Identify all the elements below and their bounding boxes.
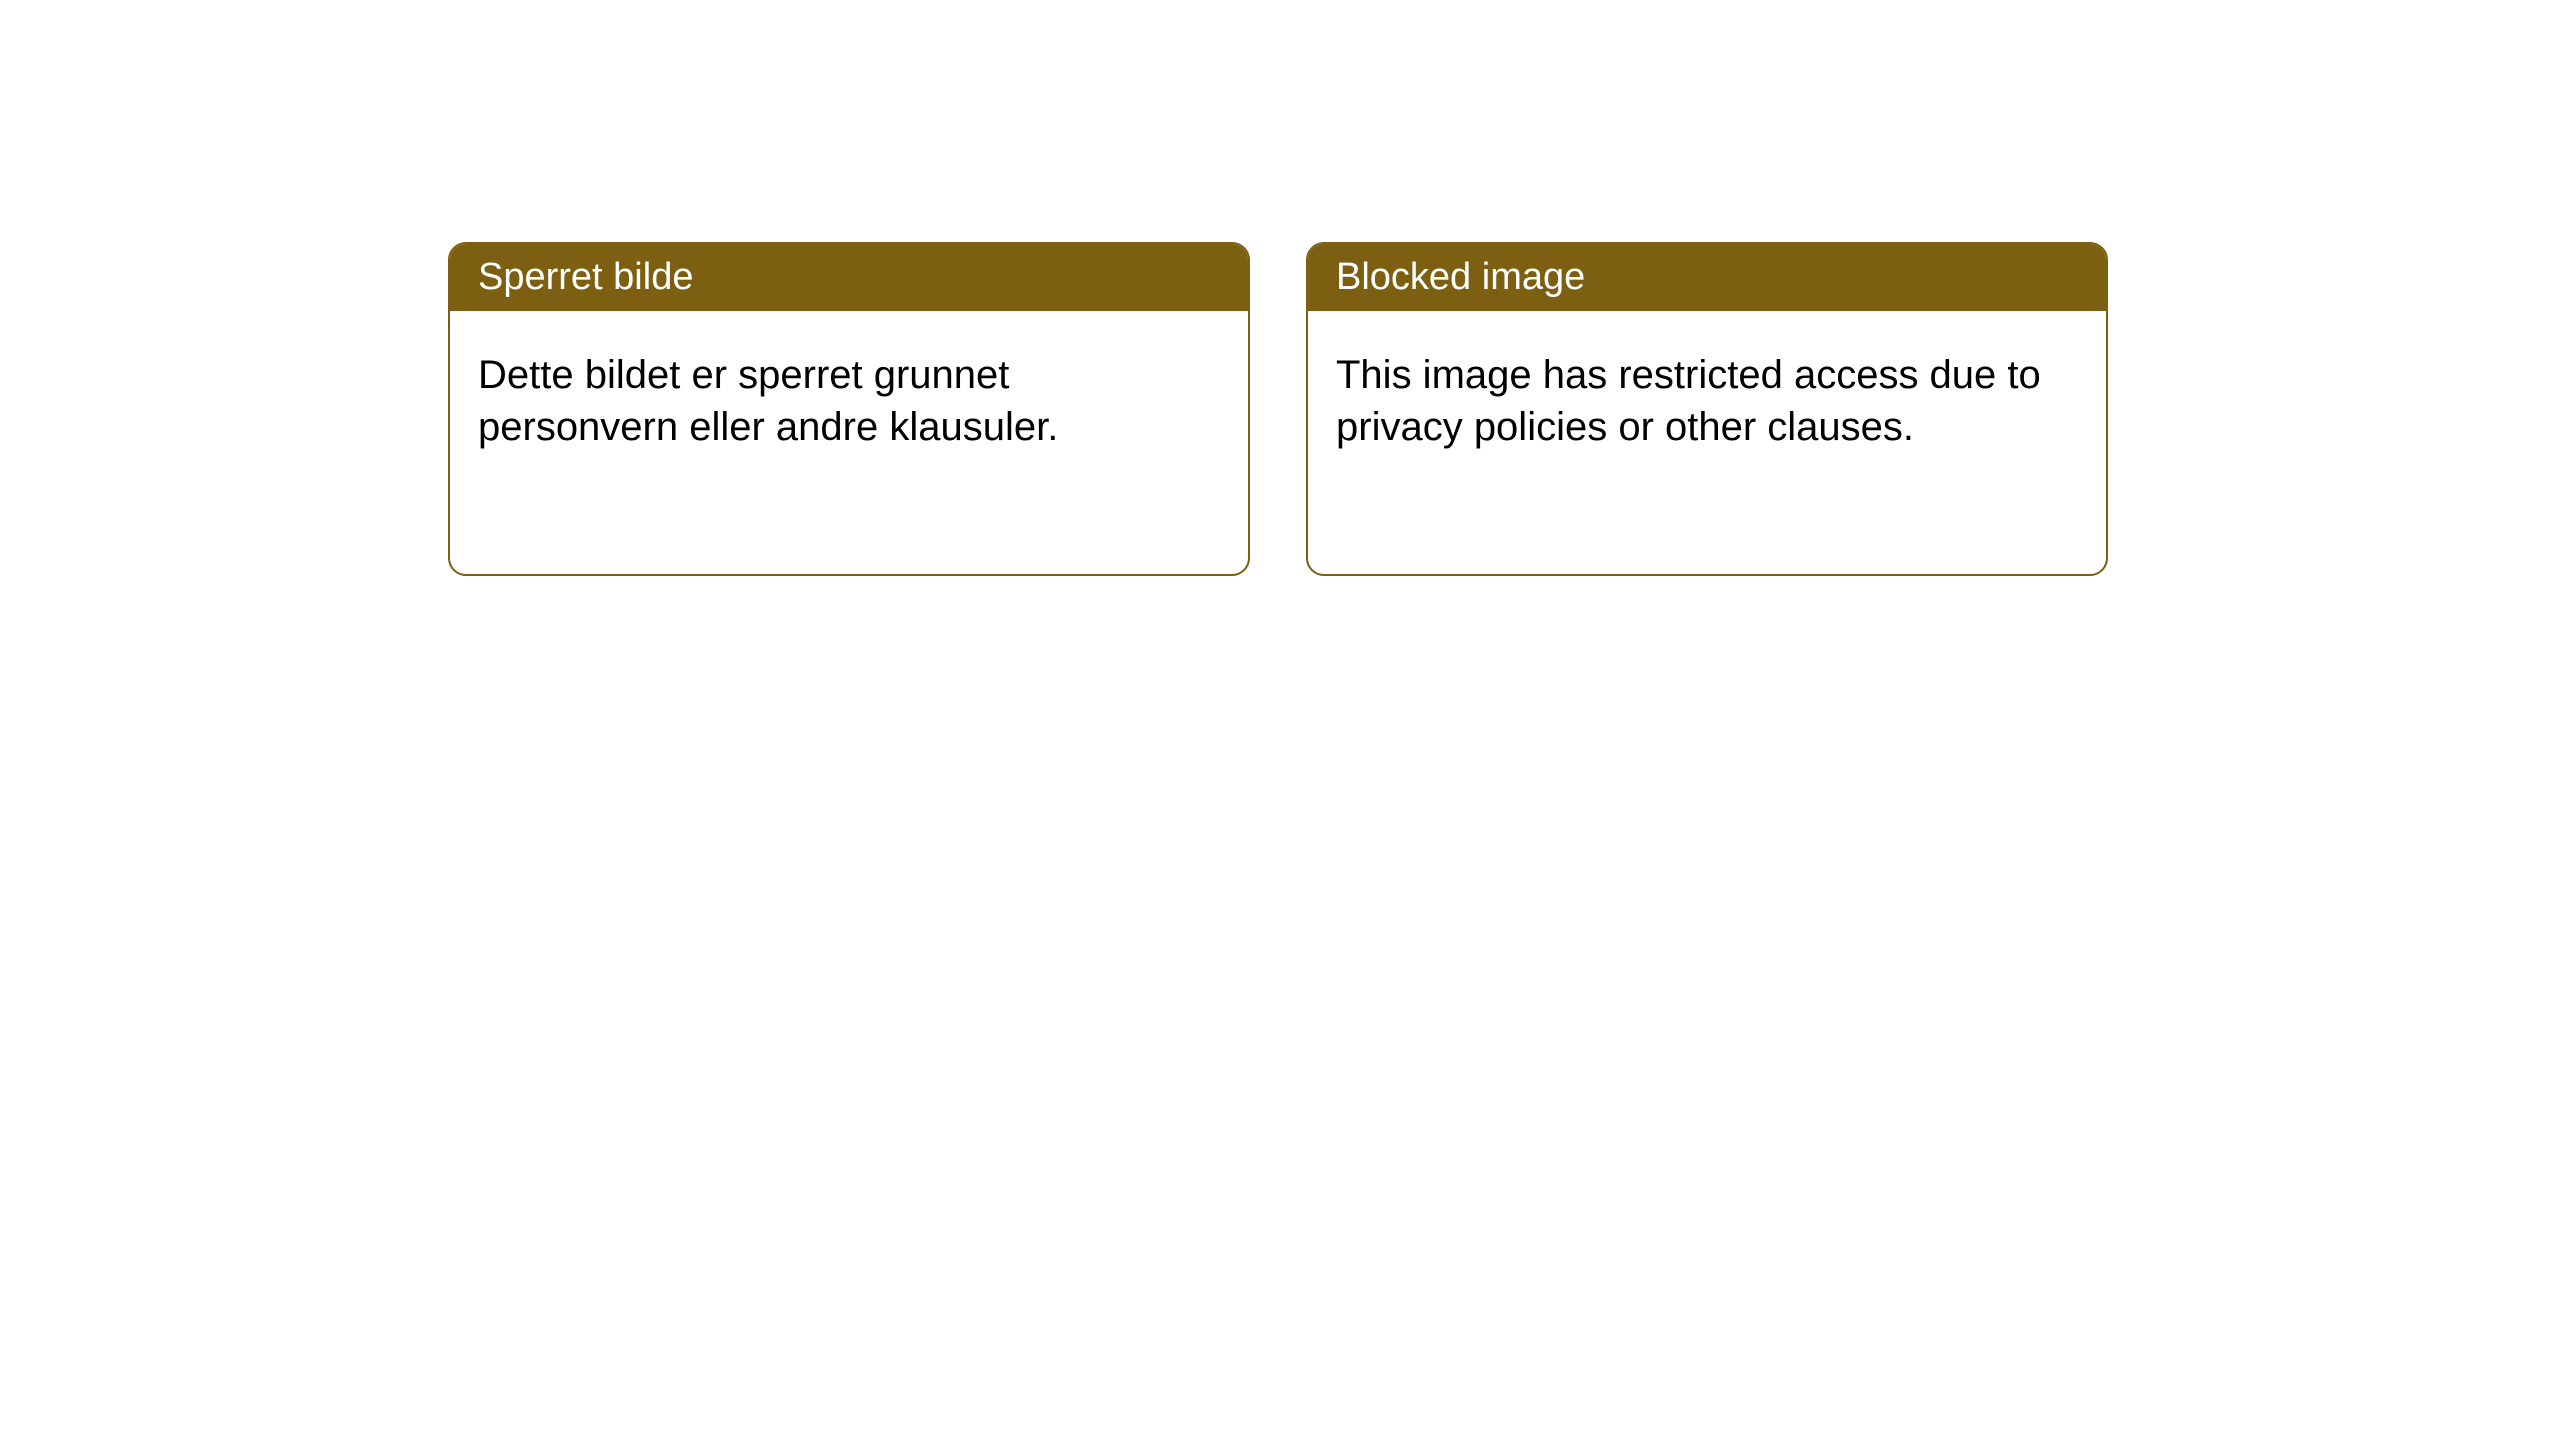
notice-header: Blocked image	[1308, 244, 2106, 311]
notice-body: This image has restricted access due to …	[1308, 311, 2106, 491]
notice-card-norwegian: Sperret bilde Dette bildet er sperret gr…	[448, 242, 1250, 576]
notice-card-english: Blocked image This image has restricted …	[1306, 242, 2108, 576]
notice-header: Sperret bilde	[450, 244, 1248, 311]
notice-container: Sperret bilde Dette bildet er sperret gr…	[0, 0, 2560, 576]
notice-body: Dette bildet er sperret grunnet personve…	[450, 311, 1248, 491]
